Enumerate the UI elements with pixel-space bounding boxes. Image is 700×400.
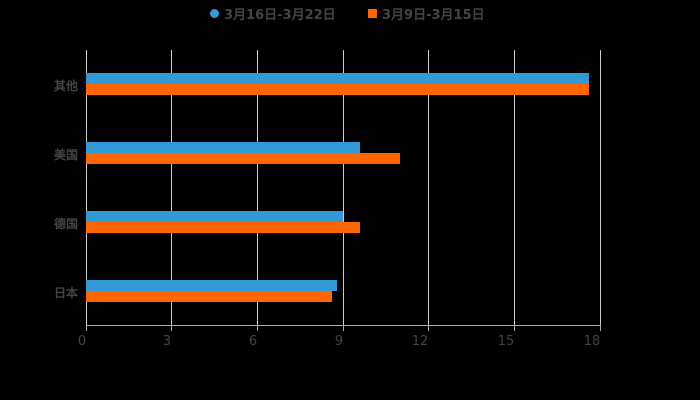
x-tick-label: 18 — [583, 334, 601, 349]
category-label: 德国 — [53, 217, 78, 231]
bar[interactable] — [86, 291, 332, 302]
category-label: 日本 — [53, 286, 78, 300]
bar[interactable] — [86, 142, 360, 153]
gridline — [514, 50, 515, 326]
gridline — [257, 50, 258, 326]
category-label: 美国 — [53, 148, 78, 162]
x-tick — [257, 325, 258, 331]
legend-label: 3月9日-3月15日 — [382, 7, 485, 23]
x-tick — [343, 325, 344, 331]
x-tick-label: 15 — [497, 334, 515, 349]
x-tick — [514, 325, 515, 331]
x-tick-label: 9 — [334, 334, 344, 349]
legend-label: 3月16日-3月22日 — [224, 7, 336, 23]
gridline — [86, 50, 87, 326]
x-tick — [428, 325, 429, 331]
legend-item-series-2[interactable]: 3月9日-3月15日 — [368, 3, 485, 23]
x-tick-label: 3 — [162, 334, 172, 349]
gridline — [343, 50, 344, 326]
legend-item-series-1[interactable]: 3月16日-3月22日 — [210, 3, 336, 23]
bar[interactable] — [86, 84, 589, 95]
bar[interactable] — [86, 73, 589, 84]
bar[interactable] — [86, 211, 343, 222]
bar[interactable] — [86, 280, 337, 291]
gridline — [171, 50, 172, 326]
category-label: 其他 — [53, 79, 78, 93]
chart-legend: 3月16日-3月22日 3月9日-3月15日 — [0, 3, 700, 23]
bar[interactable] — [86, 222, 360, 233]
x-tick-label: 12 — [411, 334, 429, 349]
x-tick-label: 6 — [248, 334, 258, 349]
bar[interactable] — [86, 153, 400, 164]
legend-square-icon — [368, 8, 377, 18]
gridline — [428, 50, 429, 326]
x-tick — [600, 325, 601, 331]
legend-circle-icon — [210, 8, 219, 18]
gridline — [600, 50, 601, 326]
x-tick — [86, 325, 87, 331]
x-tick-label: 0 — [77, 334, 87, 349]
x-tick — [171, 325, 172, 331]
